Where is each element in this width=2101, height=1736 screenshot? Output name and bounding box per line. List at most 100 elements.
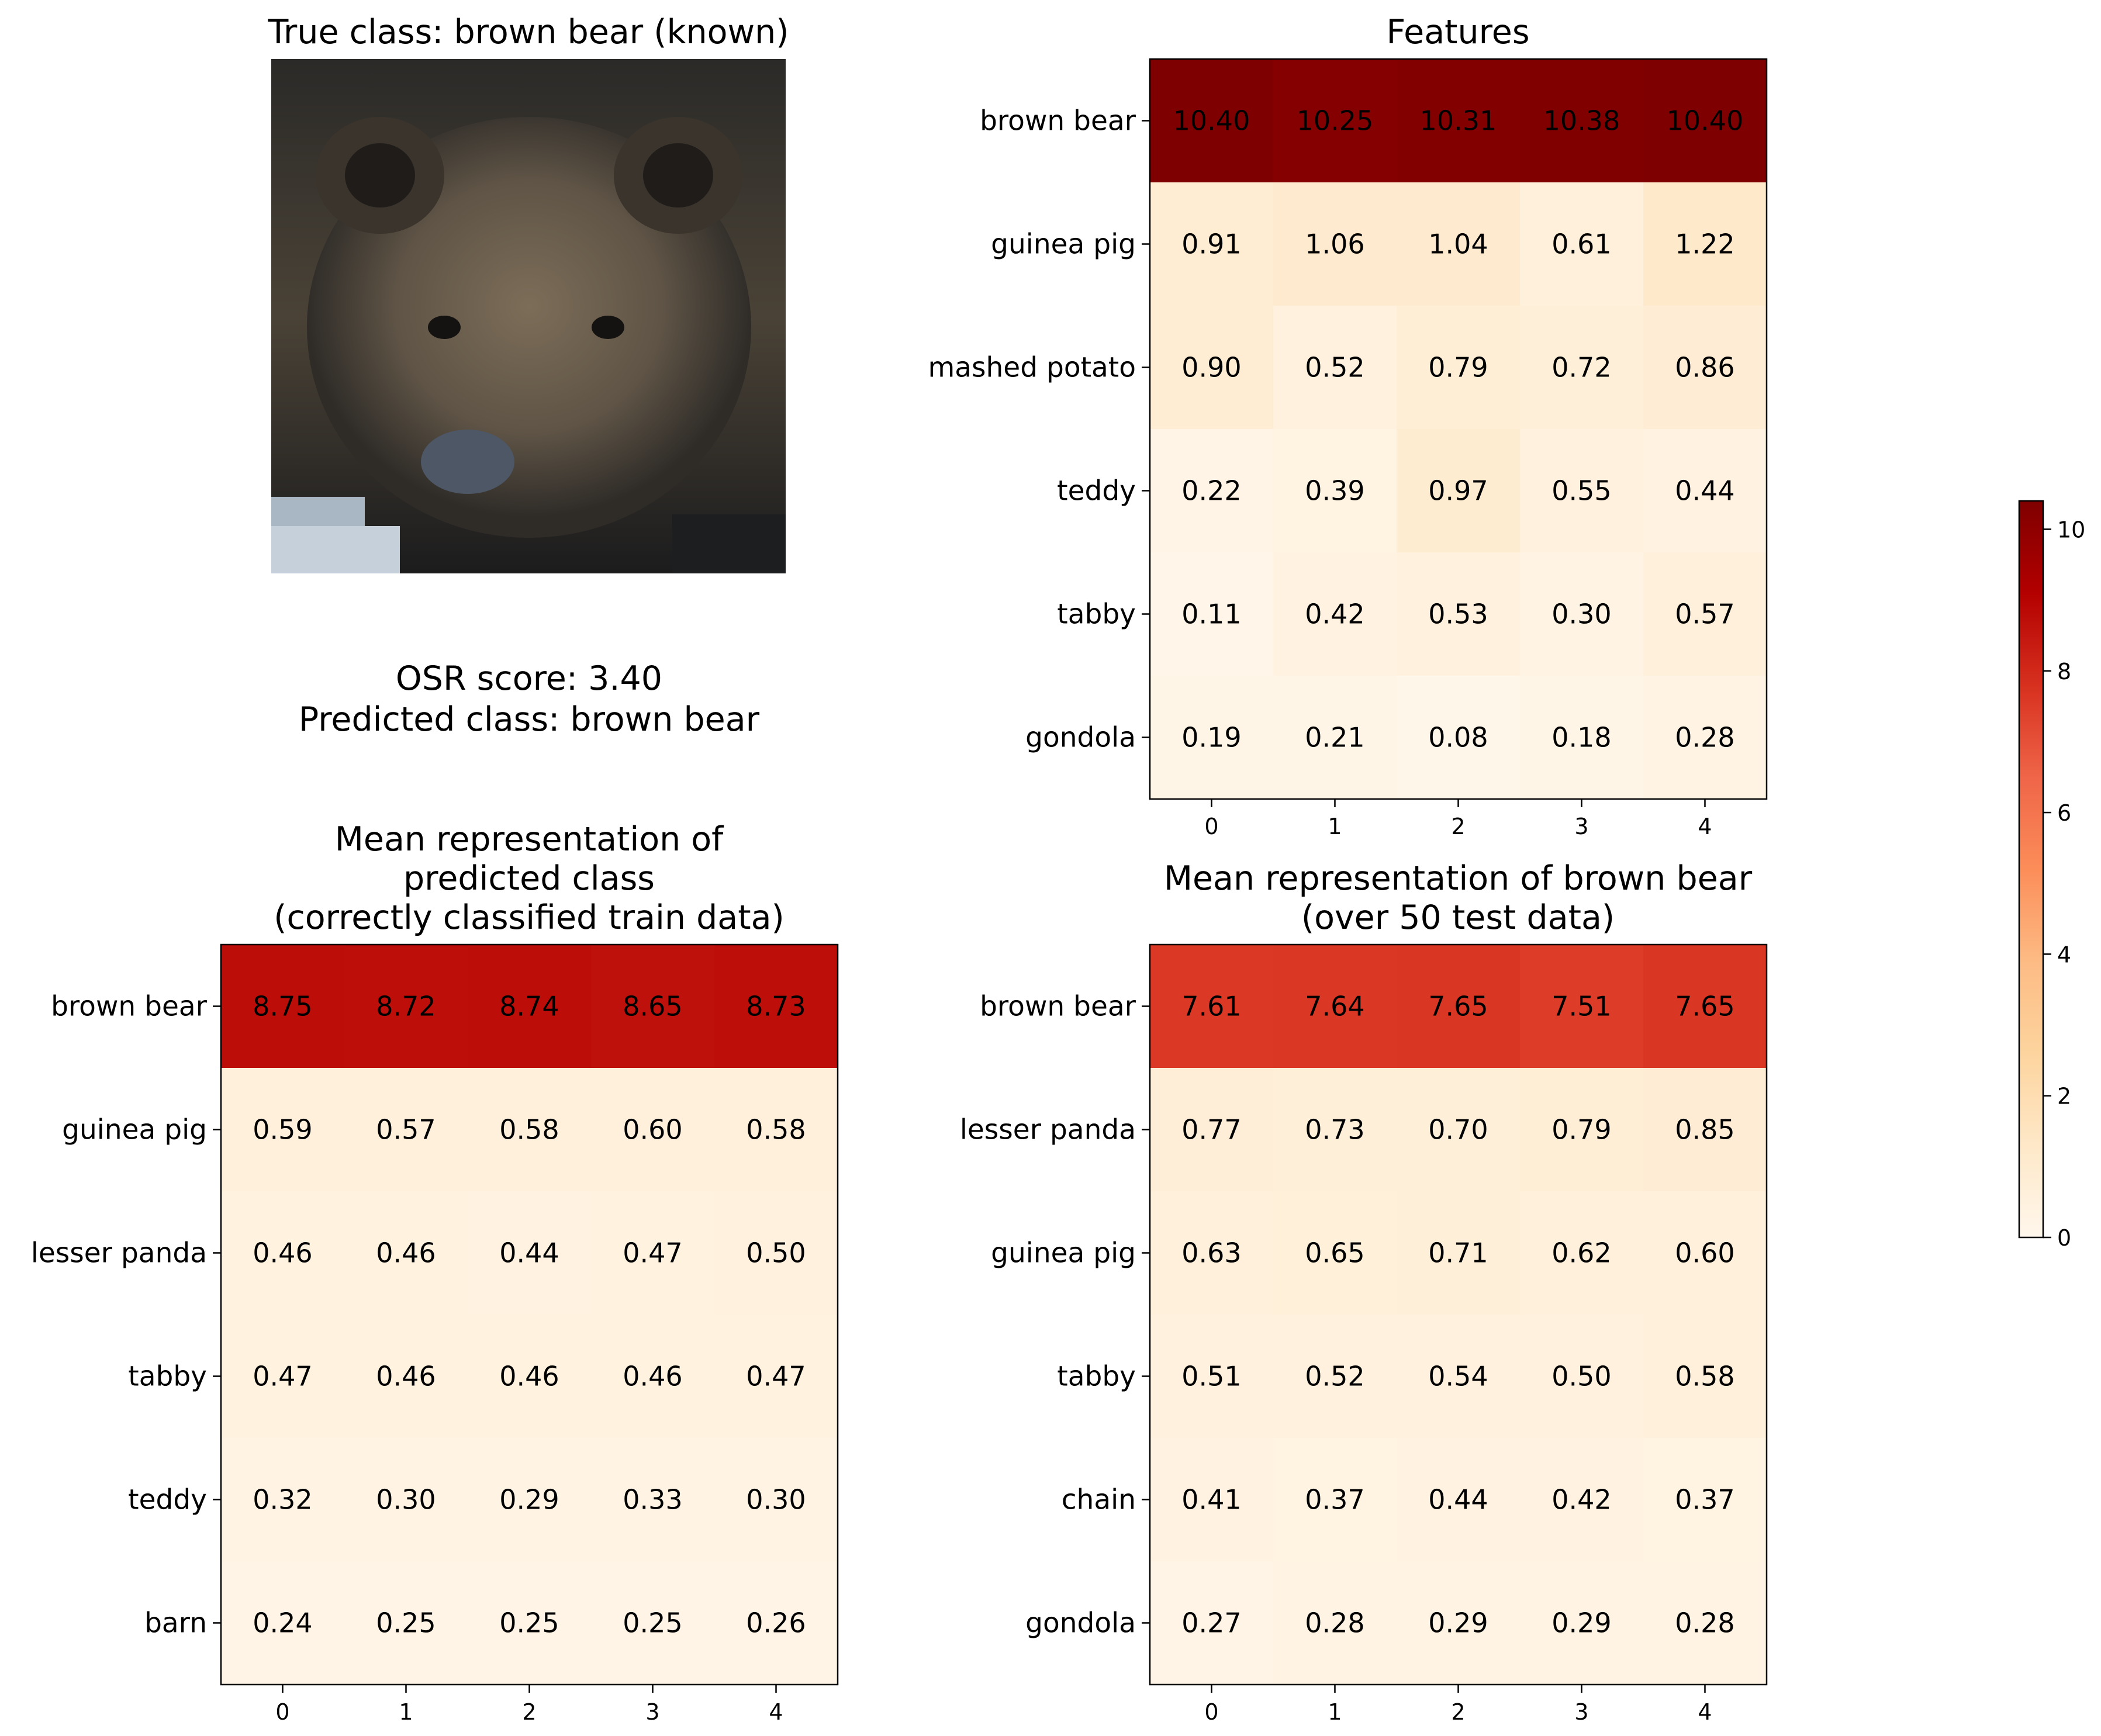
cell-value-label: 0.11 xyxy=(1181,599,1241,630)
bear-image xyxy=(271,59,786,573)
cell-value-label: 0.47 xyxy=(623,1237,682,1269)
cell-value-label: 0.21 xyxy=(1305,722,1364,753)
x-tick-label: 0 xyxy=(1204,1699,1218,1725)
y-tick-label: guinea pig xyxy=(991,1237,1136,1270)
colorbar: 0 2 4 6 8 10 xyxy=(2018,500,2085,1251)
cell-value-label: 0.52 xyxy=(1305,352,1364,383)
cell-value-label: 0.41 xyxy=(1181,1484,1241,1516)
cell-value-label: 0.79 xyxy=(1551,1114,1611,1146)
heatmap-cell xyxy=(714,1561,838,1685)
y-tick-label: chain xyxy=(1062,1484,1136,1516)
heatmap-cell xyxy=(591,1561,715,1685)
cell-value-label: 0.28 xyxy=(1675,1607,1734,1639)
colorbar-tick-label: 6 xyxy=(2057,800,2071,826)
cell-value-label: 0.51 xyxy=(1181,1361,1241,1392)
x-tick-label: 4 xyxy=(1698,814,1712,839)
heatmap-cell xyxy=(714,1191,838,1315)
cell-value-label: 0.72 xyxy=(1551,352,1611,383)
cell-value-label: 0.50 xyxy=(746,1237,806,1269)
colorbar-gradient xyxy=(2018,500,2044,1239)
y-tick-label: teddy xyxy=(1057,475,1136,507)
heatmap-cell xyxy=(1150,59,1274,183)
heatmap-cell xyxy=(1397,945,1521,1068)
heatmap-cell xyxy=(221,1191,345,1315)
cell-value-label: 0.58 xyxy=(746,1114,806,1146)
cell-value-label: 0.29 xyxy=(1551,1607,1611,1639)
cell-value-label: 0.57 xyxy=(376,1114,436,1146)
heatmap-cell xyxy=(1643,429,1767,553)
heatmap-cell xyxy=(714,1315,838,1438)
cell-value-label: 0.46 xyxy=(499,1361,559,1392)
cell-value-label: 0.22 xyxy=(1181,475,1241,507)
cell-value-label: 0.57 xyxy=(1675,599,1734,630)
heatmap-cell xyxy=(1520,182,1644,306)
heatmap-test-mean-title: Mean representation of brown bear (over 5… xyxy=(1164,859,1753,937)
heatmap-cell xyxy=(1273,1438,1397,1562)
heatmap-cell xyxy=(221,1315,345,1438)
cell-value-label: 0.60 xyxy=(623,1114,682,1146)
heatmap-cell xyxy=(1150,182,1274,306)
predicted-class: Predicted class: brown bear xyxy=(299,700,760,739)
cell-value-label: 7.64 xyxy=(1305,991,1364,1022)
cell-value-label: 8.75 xyxy=(253,991,312,1022)
heatmap-cell xyxy=(1520,552,1644,676)
heatmap-cell xyxy=(221,1438,345,1562)
cell-value-label: 0.37 xyxy=(1305,1484,1364,1516)
cell-value-label: 7.61 xyxy=(1181,991,1241,1022)
heatmap-cell xyxy=(1397,676,1521,800)
heatmap-cell xyxy=(221,1068,345,1192)
heatmap-cell xyxy=(1397,182,1521,306)
cell-value-label: 0.61 xyxy=(1551,229,1611,260)
cell-value-label: 0.24 xyxy=(253,1607,312,1639)
cell-value-label: 0.46 xyxy=(253,1237,312,1269)
heatmap-cell xyxy=(221,945,345,1068)
x-tick-label: 0 xyxy=(1204,814,1218,839)
x-tick-label: 3 xyxy=(645,1699,659,1725)
heatmap-cell xyxy=(344,1438,468,1562)
cell-value-label: 0.97 xyxy=(1428,475,1488,507)
heatmap-cell xyxy=(468,1438,592,1562)
cell-value-label: 0.30 xyxy=(376,1484,436,1516)
heatmap-cell xyxy=(1520,59,1644,183)
cell-value-label: 0.08 xyxy=(1428,722,1488,753)
y-tick-label: brown bear xyxy=(980,105,1136,137)
y-tick-label: gondola xyxy=(1025,722,1136,754)
heatmap-cell xyxy=(1150,429,1274,553)
heatmap-features-title: Features xyxy=(1386,13,1529,51)
cell-value-label: 7.65 xyxy=(1428,991,1488,1022)
cell-value-label: 0.53 xyxy=(1428,599,1488,630)
heatmap-cell xyxy=(1150,1438,1274,1562)
heatmap-cell xyxy=(1520,1315,1644,1438)
cell-value-label: 0.70 xyxy=(1428,1114,1488,1146)
cell-value-label: 0.19 xyxy=(1181,722,1241,753)
cell-value-label: 8.72 xyxy=(376,991,436,1022)
heatmap-cell xyxy=(1150,552,1274,676)
heatmap-cell xyxy=(344,1315,468,1438)
x-tick-label: 0 xyxy=(275,1699,289,1725)
x-tick-label: 2 xyxy=(1451,814,1465,839)
y-tick-label: lesser panda xyxy=(31,1237,207,1270)
heatmap-cell xyxy=(714,1438,838,1562)
cell-value-label: 0.29 xyxy=(499,1484,559,1516)
heatmap-cell xyxy=(1397,1561,1521,1685)
y-tick-label: brown bear xyxy=(980,991,1136,1023)
y-tick-label: lesser panda xyxy=(960,1114,1136,1146)
cell-value-label: 0.59 xyxy=(253,1114,312,1146)
y-tick-label: barn xyxy=(144,1607,207,1640)
heatmap-cell xyxy=(1150,1315,1274,1438)
heatmap-cell xyxy=(1150,306,1274,430)
heatmap-cell xyxy=(1273,429,1397,553)
cell-value-label: 0.46 xyxy=(376,1237,436,1269)
cell-value-label: 10.38 xyxy=(1543,105,1620,137)
cell-value-label: 0.25 xyxy=(623,1607,682,1639)
heatmap-cell xyxy=(1643,945,1767,1068)
cell-value-label: 0.28 xyxy=(1305,1607,1364,1639)
heatmap-cell xyxy=(1273,182,1397,306)
heatmap-cell xyxy=(1273,59,1397,183)
colorbar-tick-label: 8 xyxy=(2057,659,2071,684)
colorbar-tick-label: 0 xyxy=(2057,1225,2071,1251)
cell-value-label: 0.28 xyxy=(1675,722,1734,753)
image-panel: True class: brown bear (known) OSR score… xyxy=(267,13,789,739)
cell-value-label: 1.04 xyxy=(1428,229,1488,260)
